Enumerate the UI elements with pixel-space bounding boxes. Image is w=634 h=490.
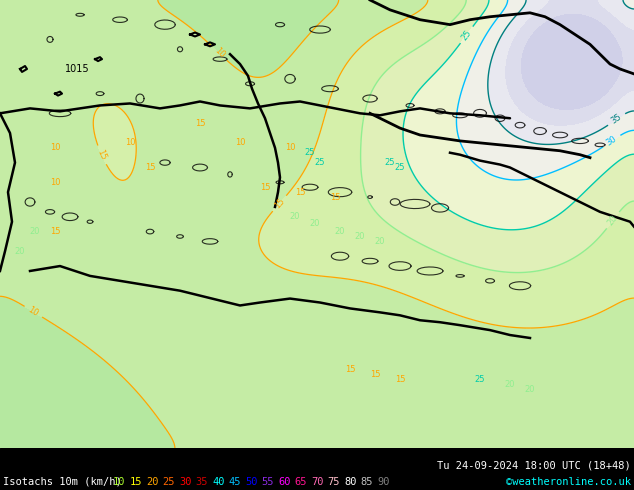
Text: 15: 15 bbox=[395, 375, 405, 384]
Text: 45: 45 bbox=[229, 477, 241, 487]
Text: 15: 15 bbox=[49, 227, 60, 236]
Text: 15: 15 bbox=[96, 148, 108, 162]
Text: 70: 70 bbox=[311, 477, 324, 487]
Text: 80: 80 bbox=[344, 477, 357, 487]
Text: Isotachs 10m (km/h): Isotachs 10m (km/h) bbox=[3, 477, 128, 487]
Text: 10: 10 bbox=[125, 138, 135, 147]
Text: 20: 20 bbox=[355, 232, 365, 241]
Text: 50: 50 bbox=[245, 477, 257, 487]
Text: 10: 10 bbox=[285, 143, 295, 152]
Text: 20: 20 bbox=[310, 219, 320, 228]
Text: 20: 20 bbox=[335, 227, 346, 236]
Text: 75: 75 bbox=[328, 477, 340, 487]
Text: 15: 15 bbox=[130, 477, 142, 487]
Text: 30: 30 bbox=[179, 477, 191, 487]
Text: 20: 20 bbox=[505, 380, 515, 389]
Text: 15: 15 bbox=[145, 163, 155, 172]
Text: 20: 20 bbox=[606, 213, 619, 227]
Text: 10: 10 bbox=[212, 47, 226, 60]
Text: Tu 24-09-2024 18:00 UTC (18+48): Tu 24-09-2024 18:00 UTC (18+48) bbox=[437, 460, 631, 470]
Text: 25: 25 bbox=[385, 158, 395, 167]
Text: 25: 25 bbox=[163, 477, 175, 487]
Text: 25: 25 bbox=[460, 28, 474, 42]
Text: 20: 20 bbox=[30, 227, 40, 236]
Text: 25: 25 bbox=[314, 158, 325, 167]
Text: 35: 35 bbox=[196, 477, 208, 487]
Text: 20: 20 bbox=[290, 212, 301, 221]
Text: 40: 40 bbox=[212, 477, 224, 487]
Text: 10: 10 bbox=[49, 178, 60, 187]
Text: 60: 60 bbox=[278, 477, 290, 487]
Text: 10: 10 bbox=[235, 138, 245, 147]
Text: ©weatheronline.co.uk: ©weatheronline.co.uk bbox=[506, 477, 631, 487]
Text: 20: 20 bbox=[15, 247, 25, 256]
Text: 65: 65 bbox=[295, 477, 307, 487]
Text: 15: 15 bbox=[273, 196, 287, 210]
Text: 35: 35 bbox=[610, 113, 623, 126]
Text: 85: 85 bbox=[361, 477, 373, 487]
Text: 15: 15 bbox=[195, 119, 205, 128]
Text: 10: 10 bbox=[113, 477, 126, 487]
Text: 25: 25 bbox=[305, 148, 315, 157]
Text: 20: 20 bbox=[375, 237, 385, 246]
Text: 15: 15 bbox=[345, 365, 355, 374]
Text: 20: 20 bbox=[146, 477, 158, 487]
Text: 15: 15 bbox=[295, 188, 305, 196]
Text: 10: 10 bbox=[27, 305, 40, 318]
Text: 15: 15 bbox=[330, 193, 340, 201]
Text: 25: 25 bbox=[395, 163, 405, 172]
Text: 55: 55 bbox=[262, 477, 274, 487]
Text: 20: 20 bbox=[525, 385, 535, 394]
Text: 15: 15 bbox=[370, 370, 380, 379]
Text: 10: 10 bbox=[49, 143, 60, 152]
Text: 25: 25 bbox=[475, 375, 485, 384]
Text: 15: 15 bbox=[260, 183, 270, 192]
Text: 1015: 1015 bbox=[65, 64, 89, 74]
Text: 90: 90 bbox=[377, 477, 390, 487]
Text: 30: 30 bbox=[605, 134, 619, 147]
